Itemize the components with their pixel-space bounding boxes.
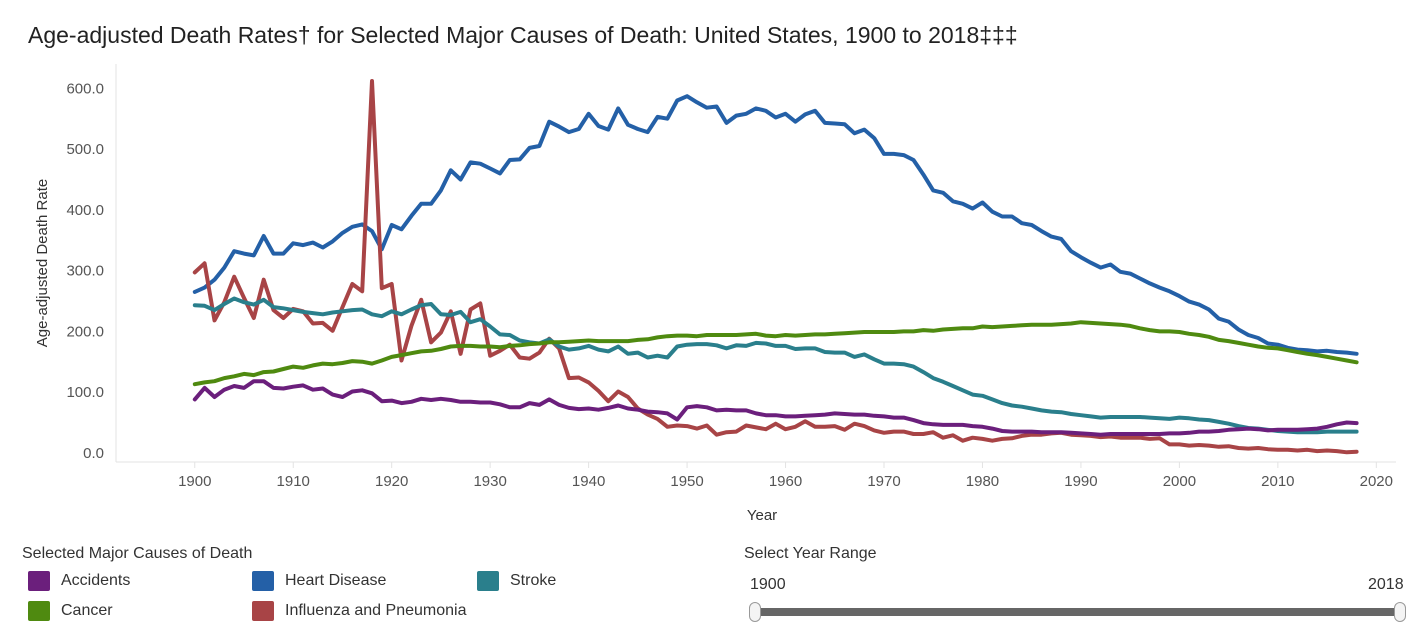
x-tick-label: 1960 — [769, 473, 802, 490]
x-tick-label: 2020 — [1360, 473, 1393, 490]
x-tick-label: 1900 — [178, 473, 211, 490]
legend-item-influenza-pneumonia[interactable]: Influenza and Pneumonia — [252, 601, 466, 621]
year-range-max-label: 2018 — [1368, 576, 1404, 593]
year-range-title: Select Year Range — [744, 545, 877, 562]
year-range-max-handle[interactable] — [1394, 602, 1406, 622]
y-tick-label: 500.0 — [66, 141, 104, 158]
x-tick-label: 1930 — [473, 473, 506, 490]
legend-item-accidents[interactable]: Accidents — [28, 571, 130, 591]
x-axis-label: Year — [747, 507, 777, 524]
x-tick-label: 2000 — [1163, 473, 1196, 490]
legend-swatch-heart-disease — [252, 571, 274, 591]
series-line-influenza-and-pneumonia[interactable] — [192, 79, 1359, 455]
x-tick-label: 2010 — [1261, 473, 1294, 490]
x-tick-label: 1980 — [966, 473, 999, 490]
legend-swatch-cancer — [28, 601, 50, 621]
legend-swatch-stroke — [477, 571, 499, 591]
y-tick-label: 300.0 — [66, 263, 104, 280]
y-tick-label: 200.0 — [66, 323, 104, 340]
legend-item-stroke[interactable]: Stroke — [477, 571, 556, 591]
legend-swatch-accidents — [28, 571, 50, 591]
series-line-accidents[interactable] — [192, 379, 1359, 437]
legend-label-accidents: Accidents — [61, 572, 131, 589]
legend-label-cancer: Cancer — [61, 602, 113, 619]
y-tick-label: 0.0 — [83, 445, 104, 462]
x-tick-label: 1990 — [1064, 473, 1097, 490]
y-axis-label: Age-adjusted Death Rate — [34, 179, 51, 347]
x-tick-label: 1910 — [277, 473, 310, 490]
y-tick-label: 600.0 — [66, 80, 104, 97]
legend-title: Selected Major Causes of Death — [22, 545, 253, 562]
x-tick-label: 1970 — [867, 473, 900, 490]
chart-title: Age-adjusted Death Rates† for Selected M… — [28, 22, 1018, 48]
series-line-heart-disease[interactable] — [192, 94, 1359, 356]
year-range-track[interactable] — [756, 608, 1402, 616]
year-range-min-label: 1900 — [750, 576, 786, 593]
series-line-stroke[interactable] — [192, 296, 1359, 435]
x-tick-label: 1920 — [375, 473, 408, 490]
legend-item-cancer[interactable]: Cancer — [28, 601, 113, 621]
year-range-min-handle[interactable] — [749, 602, 761, 622]
x-tick-label: 1950 — [670, 473, 703, 490]
legend-label-stroke: Stroke — [510, 572, 557, 589]
series-line-cancer[interactable] — [192, 320, 1359, 387]
x-tick-label: 1940 — [572, 473, 605, 490]
y-tick-label: 400.0 — [66, 202, 104, 219]
legend-label-influenza-pneumonia: Influenza and Pneumonia — [285, 602, 467, 619]
y-tick-label: 100.0 — [66, 384, 104, 401]
legend-label-heart-disease: Heart Disease — [285, 572, 387, 589]
legend-swatch-influenza-pneumonia — [252, 601, 274, 621]
legend-item-heart-disease[interactable]: Heart Disease — [252, 571, 386, 591]
